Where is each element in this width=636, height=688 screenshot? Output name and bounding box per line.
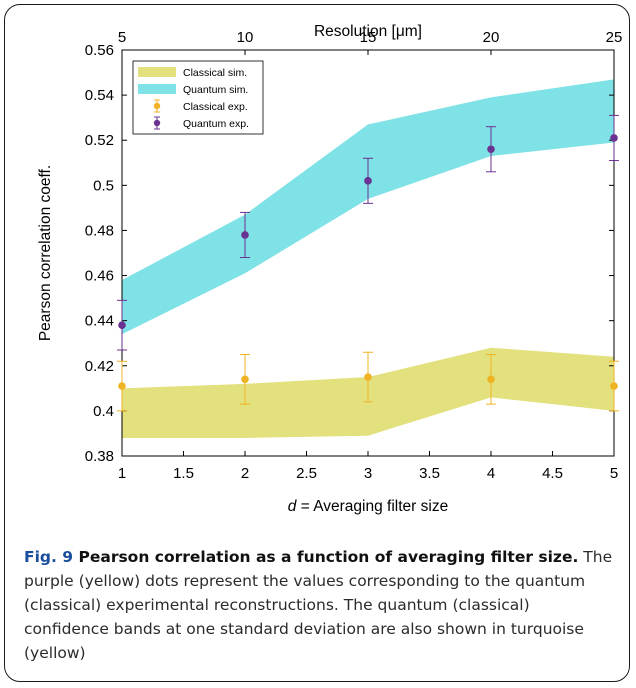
point-quantum	[241, 231, 249, 239]
y-tick-label: 0.5	[93, 177, 114, 194]
x-tick-label: 2.5	[296, 465, 317, 482]
caption-heading: Fig. 9 Pearson correlation as a function…	[24, 548, 578, 566]
legend-label-quantum-exp: Quantum exp.	[183, 118, 249, 130]
legend-swatch-quantum-sim	[138, 84, 176, 94]
y-tick-label: 0.4	[93, 403, 114, 420]
caption-label: Fig. 9	[24, 548, 74, 566]
y-tick-label: 0.54	[85, 87, 114, 104]
legend-label-classical-exp: Classical exp.	[183, 101, 248, 113]
legend-swatch-classical-sim	[138, 67, 176, 77]
top-tick-label: 25	[606, 29, 623, 46]
top-tick-label: 5	[118, 29, 126, 46]
top-tick-label: 20	[483, 29, 500, 46]
point-classical	[487, 375, 495, 384]
point-quantum	[118, 321, 126, 329]
x-tick-label: 1.5	[173, 465, 194, 482]
top-tick-label: 15	[360, 29, 377, 46]
y-axis-label: Pearson correlation coeff.	[37, 165, 54, 341]
y-tick-label: 0.56	[85, 42, 114, 59]
legend-marker-classical-exp	[153, 102, 161, 110]
y-tick-label: 0.42	[85, 358, 114, 375]
y-tick-label: 0.38	[85, 448, 114, 465]
point-classical	[610, 382, 618, 390]
point-classical	[118, 382, 126, 390]
legend-label-quantum-sim: Quantum sim.	[183, 84, 248, 96]
x-tick-label: 5	[610, 465, 618, 482]
x-tick-label: 3.5	[419, 465, 440, 482]
point-classical	[364, 373, 372, 381]
x-tick-label: 2	[241, 465, 249, 482]
x-axis-label-text: = Averaging filter size	[296, 498, 448, 515]
y-tick-label: 0.44	[85, 313, 114, 330]
caption-body: The purple (yellow) dots represent the v…	[24, 548, 613, 662]
legend-label-classical-sim: Classical sim.	[183, 67, 247, 79]
point-quantum	[487, 145, 495, 154]
y-tick-label: 0.48	[85, 222, 114, 239]
legend-marker-quantum-exp	[153, 119, 161, 127]
top-axis-label: Resolution [μm]	[314, 23, 422, 40]
y-tick-label: 0.52	[85, 132, 114, 149]
x-tick-label: 3	[364, 465, 372, 482]
point-classical	[241, 375, 249, 384]
y-tick-label: 0.46	[85, 268, 114, 285]
point-quantum	[364, 177, 372, 185]
caption-title: Pearson correlation as a function of ave…	[78, 548, 579, 566]
figure-caption: Fig. 9 Pearson correlation as a function…	[24, 545, 616, 665]
point-quantum	[610, 134, 618, 142]
x-axis-label: d = Averaging filter size	[288, 498, 448, 515]
x-tick-label: 4	[487, 465, 495, 482]
x-axis-label-variable: d	[288, 498, 298, 515]
x-tick-label: 1	[118, 465, 126, 482]
x-tick-label: 4.5	[542, 465, 563, 482]
top-tick-label: 10	[237, 29, 254, 46]
pearson-chart: 1 1.5 2 2.5 3 3.5 4 4.5 5 5 10 15 20 25 0.38 0.4 0.42 0.4…	[37, 23, 623, 515]
